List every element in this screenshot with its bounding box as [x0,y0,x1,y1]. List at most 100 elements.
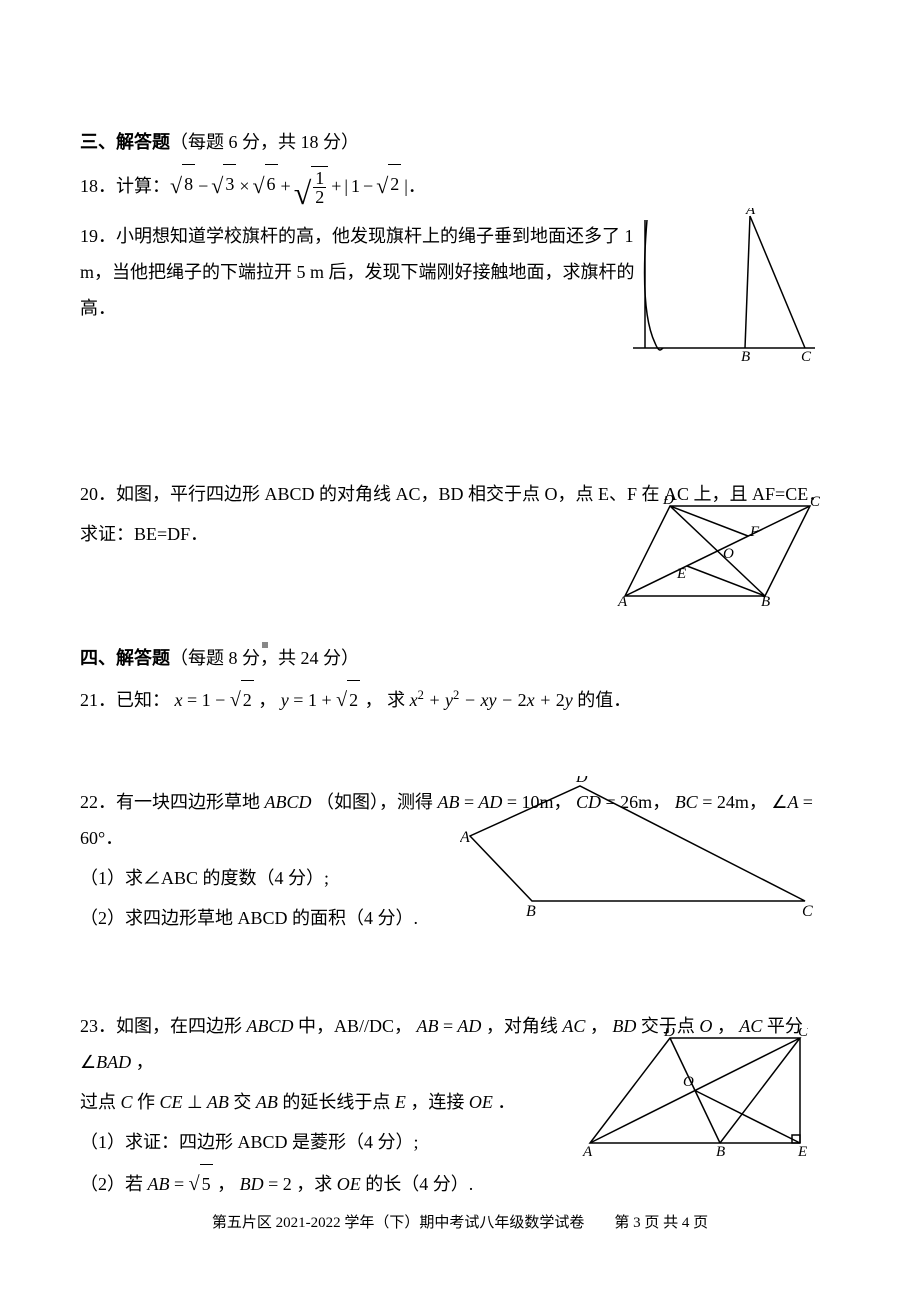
label-O: O [723,546,734,562]
question-18: 18．计算： √8 − √3 × √6 + √12 + | 1 − √2 | ． [80,164,840,208]
label-A: A [617,594,628,606]
label-D: D [575,776,588,786]
q23-ang: ∠BAD [80,1052,131,1072]
question-23: 23．如图，在四边形 ABCD 中，AB//DC， AB = AD ，对角线 A… [80,1008,840,1204]
q22-t2: （如图），测得 [316,792,433,812]
q19-figure: A B C [625,208,820,363]
rope-curve [645,220,663,350]
q21-expr: x2 + y2 − xy − 2x + 2y [410,690,573,710]
q23-m4: BD = 2 [240,1174,292,1194]
label-C: C [801,349,812,363]
label-O: O [683,1074,694,1090]
q23-t1: 23．如图，在四边形 [80,1016,242,1036]
label-A: A [582,1144,593,1158]
question-21: 21．已知： x = 1 − √2 ， y = 1 + √2 ， 求 x2 + … [80,680,840,720]
section-3-title: 三、解答题 [80,132,170,152]
question-20: 20．如图，平行四边形 ABCD 的对角线 AC，BD 相交于点 O，点 E、F… [80,476,840,626]
quad-ABCD [470,786,805,901]
label-B: B [741,349,750,363]
q18-prefix: 18．计算： [80,168,170,204]
abs-open: | [344,168,348,204]
question-19: 19．小明想知道学校旗杆的高，他发现旗杆上的绳子垂到地面还多了 1 m，当他把绳… [80,218,840,470]
q22-abcd: ABCD [265,792,312,812]
q23-t12: 的延长线于点 [282,1092,390,1112]
q23-t9: 过点 [80,1092,116,1112]
question-22: 22．有一块四边形草地 ABCD （如图），测得 AB = AD = 10m， … [80,784,840,1000]
var-x: x [175,690,183,710]
q18-expression: √8 − √3 × √6 + √12 + | 1 − √2 | [170,164,408,208]
q23-t2: 中，AB//DC， [298,1016,412,1036]
q23-t14: ． [497,1092,515,1112]
q23-m2: CE ⊥ AB [160,1092,229,1112]
q23-m1: AB = AD [417,1016,482,1036]
q21-prefix: 21．已知： [80,690,170,710]
q23-t11: 交 [233,1092,251,1112]
q23-abcd: ABCD [247,1016,294,1036]
section-4-title: 四、解答题 [80,648,170,668]
lit-1: 1 [351,168,360,204]
q23-t8: ， [136,1052,154,1072]
triangle-AC [750,216,805,348]
sqrt-half: √12 [294,166,329,206]
label-C: C [802,903,813,916]
page-marker-dot [262,642,268,648]
q21-tail: 的值． [577,690,631,710]
sqrt-2: √2 [376,164,401,208]
sqrt-3: √3 [211,164,236,208]
q22-figure: A B C D [460,776,820,916]
q18-period: ． [408,168,426,204]
label-B: B [761,594,770,606]
q23-p2d: 的长（4 分）. [365,1174,473,1194]
label-F: F [749,524,760,540]
triangle-AB [745,216,750,348]
var-y: y [281,690,289,710]
op-times: × [239,168,249,204]
label-B: B [716,1144,725,1158]
q23-oe2: OE [337,1174,361,1194]
section-3-heading: 三、解答题（每题 6 分，共 18 分） [80,124,840,160]
ask: 求 [387,690,405,710]
comma2: ， [365,690,383,710]
op-plus: + [281,168,291,204]
label-B: B [526,903,536,916]
q23-m3: AB = √5 [148,1174,213,1194]
page-footer: 第五片区 2021-2022 学年（下）期中考试八年级数学试卷 第 3 页 共 … [0,1211,920,1232]
q21-y-eq: y = 1 + √2 [281,690,365,710]
q23-t3: ，对角线 [486,1016,558,1036]
label-E: E [797,1144,807,1158]
q23-p2b: ， [217,1174,235,1194]
label-C: C [798,1028,809,1040]
q23-C: C [121,1092,133,1112]
op-minus2: − [363,168,373,204]
label-C: C [810,496,820,510]
section-4-heading: 四、解答题（每题 8 分，共 24 分） [80,640,840,676]
sqrt-8: √8 [170,164,195,208]
sqrt2a: 2 [241,680,254,720]
op-plus2: + [331,168,341,204]
exam-page: 三、解答题（每题 6 分，共 18 分） 18．计算： √8 − √3 × √6… [0,0,920,1302]
q22-t1: 22．有一块四边形草地 [80,792,260,812]
label-A: A [745,208,756,218]
q23-AB: AB [256,1092,278,1112]
q23-figure: A B E C D O [580,1028,820,1158]
q21-x-eq: x = 1 − √2 [175,690,259,710]
q23-E: E [395,1092,406,1112]
label-D: D [663,1028,675,1040]
q23-t13: ，连接 [410,1092,464,1112]
q23-t10: 作 [137,1092,155,1112]
q23-OE: OE [469,1092,493,1112]
label-A: A [460,829,470,846]
section-3-paren: （每题 6 分，共 18 分） [170,132,359,152]
label-D: D [662,496,674,508]
q23-p2c: ，求 [296,1174,332,1194]
sqrt5: 5 [200,1164,213,1204]
frac-den: 2 [313,187,326,206]
seg-OE [695,1091,800,1144]
sqrt-6: √6 [252,164,277,208]
section-4-paren: （每题 8 分，共 24 分） [170,648,359,668]
q23-part2: （2）若 AB = √5 ， BD = 2 ，求 OE 的长（4 分）. [80,1164,840,1204]
diag-BD [670,506,765,596]
q23-p2a: （2）若 [80,1174,143,1194]
seg-DF [670,506,748,536]
seg-BE [687,566,765,596]
